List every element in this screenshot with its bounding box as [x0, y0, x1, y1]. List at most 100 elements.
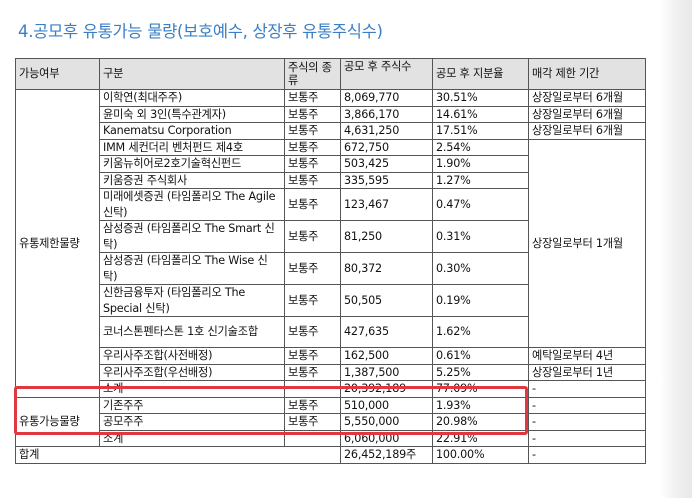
holder-name: 코너스톤펜타스톤 1호 신기술조합 [99, 316, 285, 348]
share-ratio: 0.19% [432, 284, 529, 317]
stock-type: 보통주 [284, 284, 341, 317]
restriction-period: 상장일로부터 6개월 [528, 122, 646, 140]
share-ratio: 30.51% [432, 89, 529, 107]
share-ratio: 20.98% [432, 413, 529, 431]
table-row: 합계 26,452,189주 100.00% - [15, 446, 646, 464]
stock-type: 보통주 [284, 155, 341, 173]
share-count: 81,250 [340, 220, 433, 253]
stock-type: 보통주 [284, 252, 341, 285]
share-count: 672,750 [340, 138, 433, 156]
share-ratio: 1.93% [432, 396, 529, 414]
holder-name: 키움증권 주식회사 [99, 171, 285, 189]
subtotal-shares: 20,392,189 [340, 380, 433, 398]
share-ratio: 1.90% [432, 155, 529, 173]
share-count: 4,631,250 [340, 122, 433, 140]
share-count: 8,069,770 [340, 89, 433, 107]
table-row: IMM 세컨더리 벤처펀드 제4호 보통주 672,750 2.54% 상장일로부터 1… [16, 138, 646, 348]
header-row: 가능여부 구분 주식의 종류 공모 후 주식수 공모 후 지분율 매각 제한 기… [15, 58, 646, 90]
total-ratio: 100.00% [432, 446, 529, 464]
distribution-table: 가능여부 구분 주식의 종류 공모 후 주식수 공모 후 지분율 매각 제한 기… [15, 58, 646, 464]
holder-name: 신한금융투자 (타임폴리오 The Special 신탁) [99, 284, 285, 317]
restriction-period: - [528, 396, 646, 414]
holder-name: 우리사주조합(우선배정) [99, 363, 285, 381]
holder-name: 삼성증권 (타임폴리오 The Smart 신탁) [99, 220, 285, 253]
subtotal-type [284, 380, 341, 398]
subtotal-period: - [528, 380, 646, 398]
share-ratio: 0.31% [432, 220, 529, 253]
stock-type: 보통주 [284, 413, 341, 431]
stock-type: 보통주 [284, 363, 341, 381]
holder-name: 기존주주 [99, 396, 285, 414]
share-count: 335,595 [340, 171, 433, 189]
table-row: 유통제한물량 이학연(최대주주) 보통주 8,069,770 30.51% 상장일로부터 … [15, 89, 646, 398]
subtotal-shares: 6,060,000 [340, 429, 433, 447]
subtotal-period: - [528, 429, 646, 447]
table-row: 코너스톤펜타스톤 1호 신기술조합 보통주 427,635 1.62% [16, 316, 646, 348]
subtotal-type [284, 429, 341, 447]
stock-type: 보통주 [284, 396, 341, 414]
table-row: 우리사주조합(우선배정) 보통주 1,387,500 5.25% 상장일로부터 1년 [16, 363, 646, 381]
share-count: 5,550,000 [340, 413, 433, 431]
table-row: 윤미숙 외 3인(특수관계자) 보통주 3,866,170 14.61% 상장일로부터 … [16, 105, 646, 123]
holder-name: 이학연(최대주주) [99, 89, 285, 107]
table-row: 소계 6,060,000 22.91% - [16, 429, 646, 447]
header-restriction: 매각 제한 기간 [528, 58, 646, 90]
share-ratio: 1.62% [432, 316, 529, 348]
stock-type: 보통주 [284, 171, 341, 189]
category-tradable: 유통가능물량 [15, 396, 100, 447]
stock-type: 보통주 [284, 89, 341, 107]
share-ratio: 5.25% [432, 363, 529, 381]
table-row: 우리사주조합(사전배정) 보통주 162,500 0.61% 예탁일로부터 4년 [16, 347, 646, 365]
holder-name: 키움뉴히어로2호기술혁신펀드 [99, 155, 285, 173]
share-ratio: 2.54% [432, 138, 529, 156]
table-row: 소계 20,392,189 77.09% - [16, 380, 646, 398]
holder-name: Kanematsu Corporation [99, 122, 285, 140]
share-ratio: 0.30% [432, 252, 529, 285]
restriction-period: 상장일로부터 6개월 [528, 89, 646, 107]
share-count: 1,387,500 [340, 363, 433, 381]
share-count: 50,505 [340, 284, 433, 317]
share-count: 80,372 [340, 252, 433, 285]
stock-type: 보통주 [284, 316, 341, 348]
table-row: 유통가능물량 기존주주 보통주 510,000 1.93% - [15, 396, 646, 447]
share-ratio: 17.51% [432, 122, 529, 140]
stock-type: 보통주 [284, 188, 341, 221]
restriction-period: - [528, 413, 646, 431]
category-restricted: 유통제한물량 [15, 89, 100, 398]
restriction-period: 상장일로부터 1년 [528, 363, 646, 381]
share-ratio: 0.47% [432, 188, 529, 221]
total-period: - [528, 446, 646, 464]
restriction-period-grouped: 상장일로부터 1개월 [528, 138, 646, 348]
share-count: 427,635 [340, 316, 433, 348]
subtotal-ratio: 77.09% [432, 380, 529, 398]
holder-name: 윤미숙 외 3인(특수관계자) [99, 105, 285, 123]
table-row: 신한금융투자 (타임폴리오 The Special 신탁) 보통주 50,505 0.… [16, 284, 646, 317]
subtotal-label: 소계 [99, 429, 285, 447]
share-ratio: 14.61% [432, 105, 529, 123]
share-count: 3,866,170 [340, 105, 433, 123]
stock-type: 보통주 [284, 220, 341, 253]
restriction-period: 상장일로부터 6개월 [528, 105, 646, 123]
share-count: 503,425 [340, 155, 433, 173]
section-title: 4.공모후 유통가능 물량(보호예수, 상장후 유통주식수) [18, 22, 383, 41]
stock-type: 보통주 [284, 122, 341, 140]
table-row: 미래에셋증권 (타임폴리오 The Agile 신탁) 보통주 123,467 0.4… [16, 188, 646, 221]
holder-name: 우리사주조합(사전배정) [99, 347, 285, 365]
header-stock-type: 주식의 종류 [284, 58, 341, 90]
table-row: 공모주주 보통주 5,550,000 20.98% - [16, 413, 646, 431]
table-body: 유통제한물량 이학연(최대주주) 보통주 8,069,770 30.51% 상장일로부터 … [15, 89, 646, 464]
holder-name: 공모주주 [99, 413, 285, 431]
share-count: 162,500 [340, 347, 433, 365]
table-row: Kanematsu Corporation 보통주 4,631,250 17.51% 상… [16, 122, 646, 140]
total-shares: 26,452,189주 [340, 446, 433, 464]
holder-name: 미래에셋증권 (타임폴리오 The Agile 신탁) [99, 188, 285, 221]
stock-type: 보통주 [284, 138, 341, 156]
subtotal-ratio: 22.91% [432, 429, 529, 447]
restriction-period: 예탁일로부터 4년 [528, 347, 646, 365]
header-group: 구분 [99, 58, 285, 90]
share-ratio: 1.27% [432, 171, 529, 189]
header-ratio: 공모 후 지분율 [432, 58, 529, 90]
stock-type: 보통주 [284, 105, 341, 123]
subtotal-label: 소계 [99, 380, 285, 398]
share-ratio: 0.61% [432, 347, 529, 365]
